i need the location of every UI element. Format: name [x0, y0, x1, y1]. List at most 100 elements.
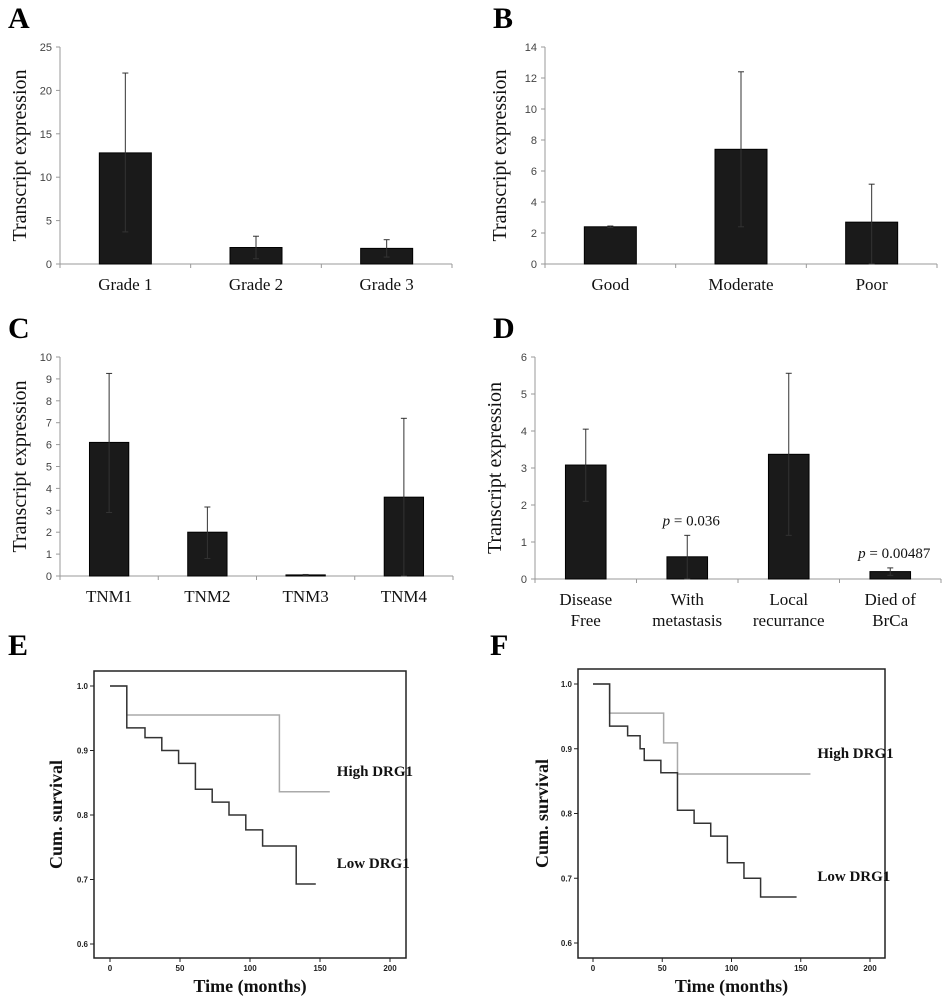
y-tick-label: 5 — [46, 216, 52, 228]
y-tick-label: 8 — [531, 135, 537, 147]
category-label: Grade 1 — [98, 275, 152, 294]
y-tick-label: 5 — [46, 462, 52, 474]
y-tick-label: 15 — [40, 129, 52, 141]
category-label: Died of — [865, 590, 917, 609]
p-value: = 0.00487 — [866, 546, 931, 562]
survival-curve-high-drg1 — [593, 683, 811, 775]
x-tick-label: 0 — [591, 964, 596, 973]
y-tick-label: 5 — [521, 389, 527, 401]
y-axis-title: Transcript expression — [9, 69, 31, 241]
y-tick-label: 8 — [46, 396, 52, 408]
category-label: Free — [571, 611, 601, 630]
panel-a: A 0 5 10 15 20 25 Transcript expression Grade 1 G… — [8, 2, 453, 294]
y-tick-label: 10 — [525, 104, 537, 116]
survival-curve-low-drg1 — [110, 685, 316, 885]
x-tick-label: 200 — [383, 964, 397, 973]
category-label: TNM2 — [184, 587, 230, 606]
series-label: High DRG1 — [337, 764, 413, 780]
p-value: = 0.036 — [670, 513, 720, 529]
category-label: TNM4 — [381, 587, 428, 606]
panel-e: E 0.6 0.7 0.8 0.9 1.0 0 50 100 150 200 Time (months… — [8, 629, 413, 997]
y-tick-label: 6 — [46, 440, 52, 452]
y-tick-label: 0.7 — [561, 874, 573, 883]
category-label: Disease — [559, 590, 612, 609]
category-label: BrCa — [872, 611, 908, 630]
p-symbol: p — [662, 513, 671, 529]
category-label: Good — [591, 275, 629, 294]
series-label: High DRG1 — [817, 746, 893, 762]
panel-d: D 0 1 2 3 4 5 6 Transcript expression Disease Free… — [484, 312, 942, 630]
x-tick-label: 100 — [243, 964, 257, 973]
panel-b: B 0 2 4 6 8 10 12 14 Transcript expression Good Mod… — [489, 2, 938, 294]
y-tick-label: 4 — [46, 483, 52, 495]
y-tick-label: 20 — [40, 85, 52, 97]
y-tick-label: 3 — [46, 505, 52, 517]
y-tick-label: 10 — [40, 172, 52, 184]
y-tick-label: 0.8 — [77, 811, 89, 820]
x-tick-label: 50 — [658, 964, 667, 973]
y-axis-title: Cum. survival — [532, 759, 552, 868]
y-tick-label: 3 — [521, 463, 527, 475]
panel-label: F — [490, 629, 508, 662]
y-axis-title: Transcript expression — [489, 69, 511, 241]
category-label: Grade 3 — [360, 275, 414, 294]
panel-label: E — [8, 629, 28, 662]
bar — [583, 226, 637, 265]
y-axis-title: Transcript expression — [9, 380, 31, 552]
plot-frame — [577, 668, 886, 959]
survival-curve-low-drg1 — [593, 683, 797, 898]
y-tick-label: 1 — [46, 549, 52, 561]
y-tick-label: 0.9 — [77, 747, 89, 756]
panel-f: F 0.6 0.7 0.8 0.9 1.0 0 50 100 150 200 Time (months… — [490, 629, 894, 997]
panel-label: D — [493, 312, 515, 345]
y-tick-label: 10 — [40, 352, 52, 364]
y-tick-label: 7 — [46, 418, 52, 430]
category-label: TNM1 — [86, 587, 132, 606]
y-tick-label: 0.8 — [561, 810, 573, 819]
category-label: Poor — [856, 275, 888, 294]
category-label: TNM3 — [282, 587, 328, 606]
category-label: With — [671, 590, 705, 609]
x-tick-label: 150 — [794, 964, 808, 973]
y-tick-label: 25 — [40, 42, 52, 54]
y-axis-title: Cum. survival — [46, 760, 66, 869]
y-tick-label: 6 — [531, 166, 537, 178]
y-tick-label: 2 — [531, 228, 537, 240]
x-axis-title: Time (months) — [193, 976, 306, 997]
x-axis-title: Time (months) — [675, 976, 788, 997]
category-label: Grade 2 — [229, 275, 283, 294]
y-tick-label: 0.7 — [77, 876, 89, 885]
survival-curve-high-drg1 — [110, 685, 330, 793]
series-label: Low DRG1 — [817, 869, 890, 885]
panel-label: A — [8, 2, 30, 35]
panel-c: C 0 1 2 3 4 5 6 7 8 9 10 Transcript expression TNM1 TN… — [8, 312, 454, 606]
x-tick-label: 100 — [725, 964, 739, 973]
y-tick-label: 0 — [46, 259, 52, 271]
y-tick-label: 1.0 — [561, 680, 573, 689]
panel-label: C — [8, 312, 30, 345]
y-tick-label: 1.0 — [77, 682, 89, 691]
category-label: Moderate — [708, 275, 773, 294]
y-axis-title: Transcript expression — [484, 382, 506, 554]
y-tick-label: 0 — [521, 574, 527, 586]
y-tick-label: 0 — [46, 571, 52, 583]
y-tick-label: 4 — [531, 197, 537, 209]
y-tick-label: 0.6 — [77, 940, 89, 949]
series-label: Low DRG1 — [337, 856, 410, 872]
y-tick-label: 6 — [521, 352, 527, 364]
panel-label: B — [493, 2, 513, 35]
y-tick-label: 9 — [46, 374, 52, 386]
category-label: Local — [769, 590, 808, 609]
y-tick-label: 0.9 — [561, 745, 573, 754]
y-tick-label: 2 — [46, 527, 52, 539]
p-value-annotation: p = 0.00487 — [857, 546, 931, 562]
y-tick-label: 4 — [521, 426, 527, 438]
y-tick-label: 12 — [525, 73, 537, 85]
y-tick-label: 0 — [531, 259, 537, 271]
y-tick-label: 0.6 — [561, 939, 573, 948]
y-tick-label: 1 — [521, 537, 527, 549]
plot-frame — [93, 670, 407, 959]
x-tick-label: 0 — [108, 964, 113, 973]
category-label: recurrance — [753, 611, 825, 630]
